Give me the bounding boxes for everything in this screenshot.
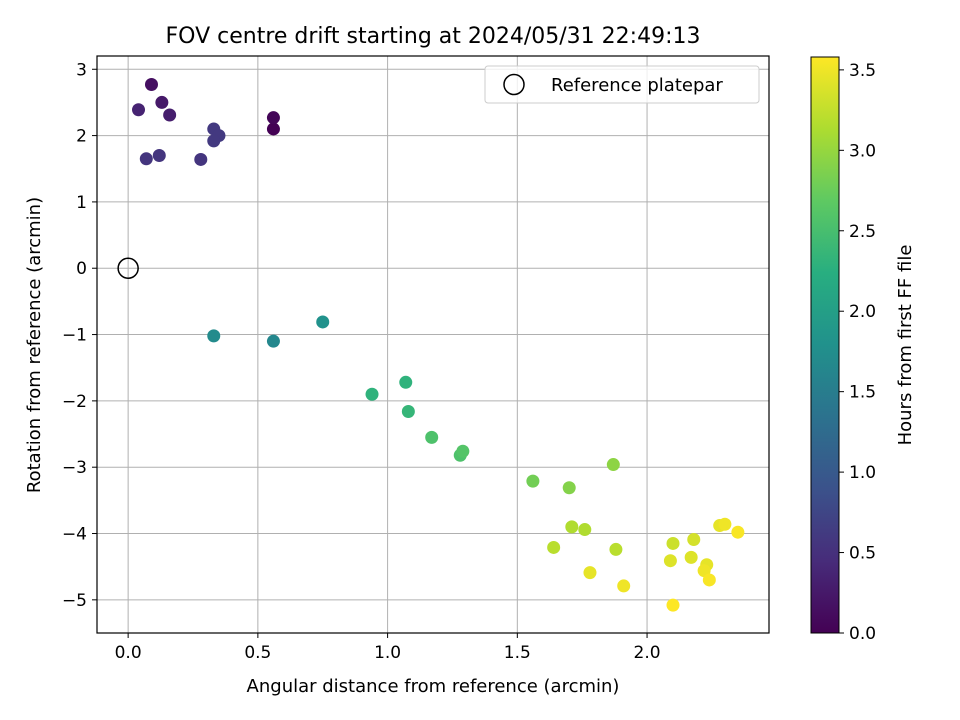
legend: Reference platepar (484, 65, 760, 104)
data-point (562, 481, 576, 495)
x-axis-label: Angular distance from reference (arcmin) (247, 676, 620, 697)
colorbar-tick-label: 1.0 (849, 463, 876, 483)
y-tick-label: 1 (76, 193, 87, 213)
plot-frame (96, 55, 770, 634)
data-point (565, 520, 579, 534)
y-tick-label: −2 (62, 392, 87, 412)
data-point (425, 430, 439, 444)
data-point (194, 152, 208, 166)
data-point (266, 111, 280, 125)
data-point (718, 517, 732, 531)
y-tick-label: −5 (62, 591, 87, 611)
x-tick-label: 1.5 (504, 643, 531, 663)
colorbar-tick-label: 3.5 (849, 61, 876, 81)
x-tick-label: 0.5 (244, 643, 271, 663)
colorbar-gradient (810, 56, 840, 634)
data-point (666, 598, 680, 612)
data-point (316, 315, 330, 329)
y-tick-label: 3 (76, 60, 87, 80)
x-axis-ticks: 0.0 0.5 1.0 1.5 2.0 (115, 633, 661, 663)
data-point (578, 523, 592, 537)
colorbar-ticks: 0.0 0.5 1.0 1.5 2.0 2.5 3.0 3.5 (839, 61, 876, 644)
x-tick-label: 2.0 (634, 643, 661, 663)
data-point (609, 542, 623, 556)
colorbar-tick-label: 0.5 (849, 544, 876, 564)
data-point (684, 550, 698, 564)
reference-platepar-marker (117, 257, 139, 279)
colorbar-tick-label: 2.5 (849, 222, 876, 242)
data-point (207, 329, 221, 343)
colorbar-tick-label: 2.0 (849, 302, 876, 322)
y-tick-label: −3 (62, 458, 87, 478)
data-point (207, 134, 221, 148)
y-tick-label: 0 (76, 259, 87, 279)
y-axis-ticks: 3 2 1 0 −1 −2 −3 −4 −5 (62, 60, 97, 611)
data-point (399, 375, 413, 389)
colorbar-tick-label: 0.0 (849, 624, 876, 644)
data-point (266, 334, 280, 348)
data-point (266, 122, 280, 136)
colorbar: 0.0 0.5 1.0 1.5 2.0 2.5 3.0 3.5 Hours from firs… (810, 56, 916, 644)
data-point (132, 103, 146, 117)
x-tick-label: 0.0 (115, 643, 142, 663)
chart-title: FOV centre drift starting at 2024/05/31 … (166, 24, 701, 49)
data-point (547, 540, 561, 554)
data-point (583, 566, 597, 580)
data-point (365, 387, 379, 401)
data-point (606, 458, 620, 472)
y-tick-label: 2 (76, 127, 87, 147)
data-point (144, 78, 158, 92)
data-points (117, 78, 745, 612)
colorbar-label: Hours from first FF file (895, 245, 916, 446)
x-tick-label: 1.0 (374, 643, 401, 663)
grid-lines (97, 56, 769, 633)
data-point (155, 95, 169, 109)
data-point (526, 474, 540, 488)
data-point (139, 152, 153, 166)
data-point (702, 573, 716, 587)
legend-entry: Reference platepar (551, 75, 723, 96)
y-axis-label: Rotation from reference (arcmin) (24, 197, 45, 493)
colorbar-tick-label: 3.0 (849, 141, 876, 161)
data-point (663, 554, 677, 568)
legend-box (484, 65, 760, 104)
data-point (456, 444, 470, 458)
data-point (666, 536, 680, 550)
data-point (731, 525, 745, 539)
data-point (163, 108, 177, 122)
data-point (401, 404, 415, 418)
legend-reference-marker (503, 73, 525, 96)
data-point (687, 532, 701, 546)
data-point (152, 148, 166, 162)
y-tick-label: −4 (62, 525, 87, 545)
data-point (617, 579, 631, 593)
colorbar-tick-label: 1.5 (849, 383, 876, 403)
y-tick-label: −1 (62, 326, 87, 346)
